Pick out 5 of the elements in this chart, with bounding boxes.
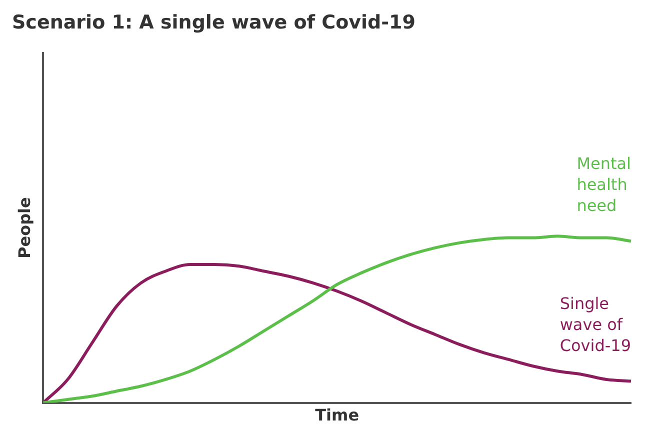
chart-title: Scenario 1: A single wave of Covid-19 (12, 11, 416, 34)
series-label: Single wave of Covid-19 (560, 294, 632, 356)
x-axis-title: Time (315, 406, 360, 425)
series-label: Mental health need (576, 154, 631, 216)
y-axis-title: People (14, 196, 34, 258)
